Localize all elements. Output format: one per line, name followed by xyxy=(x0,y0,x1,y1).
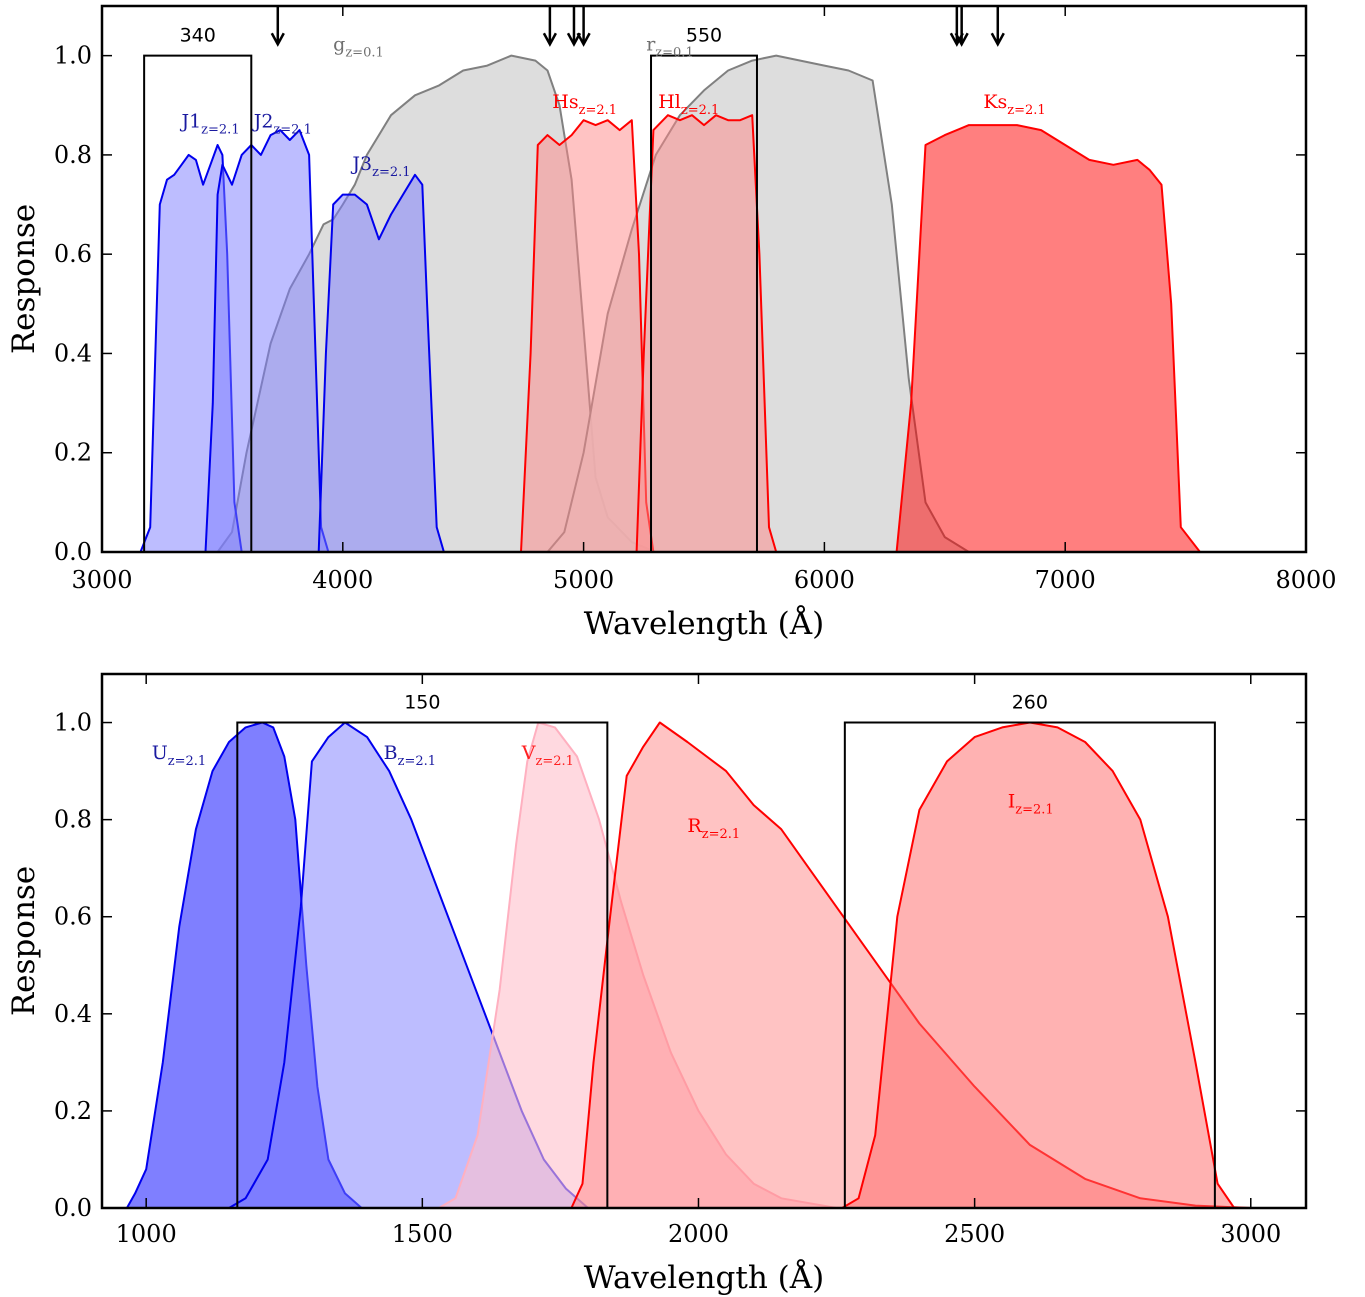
series-R-fill xyxy=(571,722,1251,1208)
x-tick-label: 8000 xyxy=(1275,566,1336,594)
y-tick-label: 1.0 xyxy=(54,709,92,737)
series-label-Hs: Hsz=2.1 xyxy=(552,91,617,118)
y-tick-label: 0.2 xyxy=(54,439,92,467)
y-tick-label: 1.0 xyxy=(54,42,92,70)
axes-frame xyxy=(100,4,1308,554)
top-chart-panel: 340 550 gz=0.1 rz=0.1 J1z=2.1 J2z=2.1 J3z=2.1 H… xyxy=(6,4,1337,642)
series-label-g: gz=0.1 xyxy=(333,34,384,61)
band-box-label: 340 xyxy=(180,25,216,47)
y-tick-label: 0.0 xyxy=(54,538,92,566)
series-label-J1: J1z=2.1 xyxy=(179,111,239,138)
x-tick-label: 2000 xyxy=(668,1220,729,1248)
y-tick-label: 0.6 xyxy=(54,903,92,931)
series-label-V: Vz=2.1 xyxy=(521,742,574,769)
series-J3-line xyxy=(317,173,445,552)
line-marker-arrowhead xyxy=(566,32,582,47)
y-tick-label: 0.4 xyxy=(54,1000,92,1028)
plot-area xyxy=(139,54,1201,552)
line-marker-arrowhead xyxy=(990,32,1005,47)
x-axis-label: Wavelength (Å) xyxy=(584,1258,824,1296)
series-I-fill xyxy=(842,722,1235,1208)
line-marker-arrowhead xyxy=(270,32,285,47)
series-label-Hl: Hlz=2.1 xyxy=(658,91,719,118)
series-Hl-fill xyxy=(636,115,777,552)
series-label-J2: J2z=2.1 xyxy=(252,111,312,138)
y-tick-label: 0.8 xyxy=(54,806,92,834)
x-tick-label: 3000 xyxy=(71,566,132,594)
series-label-r: rz=0.1 xyxy=(646,34,694,61)
band-box-label: 260 xyxy=(1012,692,1048,714)
band-box-label: 150 xyxy=(404,692,440,714)
x-tick-label: 3000 xyxy=(1220,1220,1281,1248)
x-tick-label: 6000 xyxy=(794,566,855,594)
x-tick-label: 5000 xyxy=(553,566,614,594)
series-label-B: Bz=2.1 xyxy=(384,742,436,769)
series-label-I: Iz=2.1 xyxy=(1008,791,1054,818)
series-J2-line xyxy=(204,129,330,552)
plot-area xyxy=(126,721,1251,1208)
x-tick-label: 7000 xyxy=(1035,566,1096,594)
series-label-R: Rz=2.1 xyxy=(687,815,740,842)
series-J3-fill xyxy=(318,174,444,552)
y-tick-label: 0.2 xyxy=(54,1097,92,1125)
y-tick-label: 0.0 xyxy=(54,1194,92,1222)
x-tick-label: 1500 xyxy=(392,1220,453,1248)
y-tick-label: 0.8 xyxy=(54,141,92,169)
x-axis-label: Wavelength (Å) xyxy=(584,604,824,642)
series-label-U: Uz=2.1 xyxy=(152,742,206,769)
series-label-J3: J3z=2.1 xyxy=(350,153,410,180)
line-marker-arrowhead xyxy=(542,32,557,47)
series-J2-fill xyxy=(205,130,329,552)
band-box-260 xyxy=(843,721,1216,1208)
series-Hs-line xyxy=(520,119,655,552)
line-marker-arrowhead xyxy=(954,32,969,47)
band-box-label: 550 xyxy=(686,25,722,47)
y-tick-label: 0.4 xyxy=(54,339,92,367)
x-tick-label: 4000 xyxy=(312,566,373,594)
series-label-Ks: Ksz=2.1 xyxy=(983,91,1045,118)
series-Hl-line xyxy=(635,114,778,552)
band-box-550 xyxy=(650,54,758,552)
bottom-chart-panel: 150 260 Uz=2.1 Bz=2.1 Vz=2.1 Rz=2.1 Iz=2.1 1000… xyxy=(6,672,1308,1296)
x-tick-label: 1000 xyxy=(116,1220,177,1248)
axes-frame xyxy=(100,672,1308,1210)
y-axis-label: Response xyxy=(6,204,42,354)
line-marker-arrowhead xyxy=(576,32,591,47)
y-axis-label: Response xyxy=(6,866,42,1016)
x-tick-label: 2500 xyxy=(944,1220,1005,1248)
band-box-340 xyxy=(143,54,253,552)
series-Hs-fill xyxy=(521,120,654,552)
series-Ks-fill xyxy=(896,125,1200,552)
series-Ks-line xyxy=(895,124,1201,552)
band-box-150 xyxy=(236,721,609,1208)
y-tick-label: 0.6 xyxy=(54,240,92,268)
